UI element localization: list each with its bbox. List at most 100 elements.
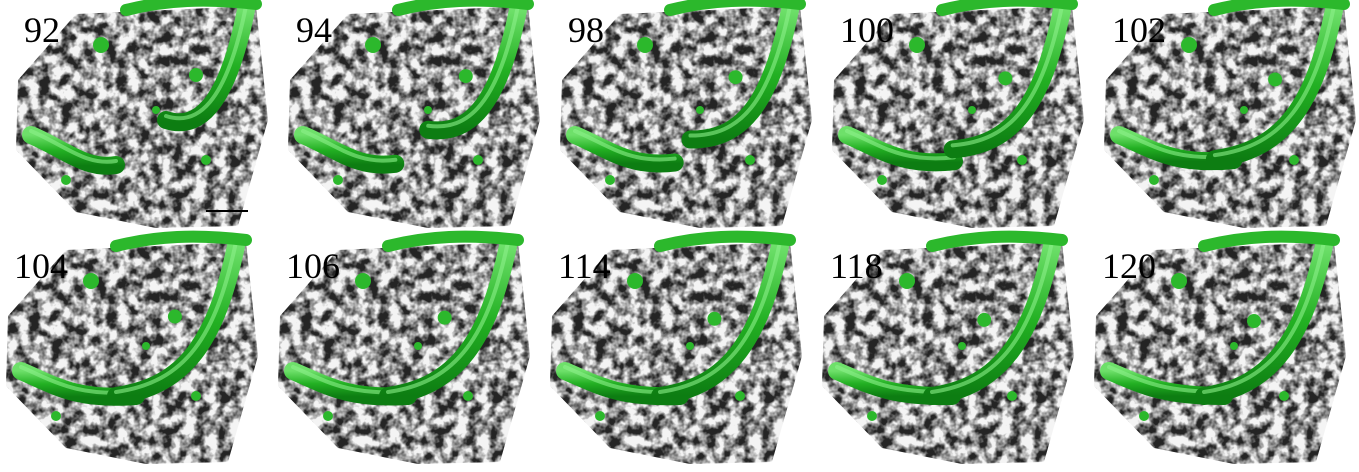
vessel-highlight <box>426 4 520 129</box>
panel: 98 <box>560 0 812 228</box>
panel: 102 <box>1104 0 1356 228</box>
vessel-blob <box>83 273 99 289</box>
vessel-blob <box>1171 273 1187 289</box>
vessel-blob <box>686 342 694 350</box>
tissue-texture <box>6 242 258 464</box>
vessel <box>110 230 252 252</box>
vessel-blob <box>424 106 432 114</box>
vessel <box>1208 0 1350 16</box>
vessel-blob <box>637 37 653 53</box>
vessel-blob <box>735 391 745 401</box>
vessel-blob <box>152 106 160 114</box>
vessel-highlight <box>1202 240 1326 394</box>
vessel-blob <box>696 106 704 114</box>
vessel-highlight <box>114 240 238 394</box>
time-label: 104 <box>14 246 68 286</box>
time-label: 114 <box>558 246 611 286</box>
tissue-texture <box>832 6 1084 228</box>
vessel <box>1198 230 1340 252</box>
tissue-texture <box>822 242 1074 464</box>
time-label: 98 <box>568 10 604 50</box>
vessel-blob <box>93 37 109 53</box>
vessel-blob <box>909 37 925 53</box>
tissue-texture <box>278 242 530 464</box>
vessel <box>294 126 405 174</box>
tissue-texture <box>550 242 802 464</box>
vessel-blob <box>365 37 381 53</box>
vessel-blob <box>473 155 483 165</box>
vessel <box>838 126 963 172</box>
vessel-blob <box>977 312 992 327</box>
tissue-texture <box>288 6 540 228</box>
vessel-blob <box>968 106 976 114</box>
vessel <box>382 230 524 252</box>
vessel-highlight <box>164 4 248 121</box>
vessel <box>926 230 1068 252</box>
vessel <box>936 0 1078 16</box>
vessel-blob <box>899 273 915 289</box>
vessel-blob <box>51 411 61 421</box>
vessel-blob <box>998 71 1013 86</box>
vessel-blob <box>355 273 371 289</box>
vessel-blob <box>1279 391 1289 401</box>
panel: 118 <box>822 230 1074 464</box>
vessel-blob <box>745 155 755 165</box>
vessel-blob <box>1139 411 1149 421</box>
panel: 120 <box>1094 230 1346 464</box>
vessel-highlight <box>688 4 792 138</box>
vessel-blob <box>1247 314 1261 328</box>
vessel <box>566 126 684 173</box>
vessel-blob <box>333 175 343 185</box>
vessel-blob <box>958 342 966 350</box>
time-label: 100 <box>840 10 894 50</box>
vessel-blob <box>1289 155 1299 165</box>
vessel-blob <box>142 342 150 350</box>
vessel-blob <box>605 175 615 185</box>
time-label: 102 <box>1112 10 1166 50</box>
vessel-blob <box>728 70 743 85</box>
vessel <box>22 126 125 175</box>
vessel-highlight <box>1212 4 1336 158</box>
vessel-blob <box>167 309 182 324</box>
tissue-texture <box>560 6 812 228</box>
vessel-blob <box>595 411 605 421</box>
vessel-blob <box>1017 155 1027 165</box>
panel: 94 <box>288 0 540 228</box>
vessel-blob <box>1149 175 1159 185</box>
time-label: 120 <box>1102 246 1156 286</box>
vessel-blob <box>1230 342 1238 350</box>
vessel-highlight <box>845 129 956 161</box>
tissue-texture <box>1104 6 1356 228</box>
vessel-blob <box>1181 37 1197 53</box>
vessel-blob <box>867 411 877 421</box>
time-label: 106 <box>286 246 340 286</box>
time-label: 94 <box>296 10 332 50</box>
vessel-blob <box>458 69 473 84</box>
vessel-highlight <box>573 129 677 162</box>
vessel-blob <box>1007 391 1017 401</box>
panel: 114 <box>550 230 802 464</box>
time-label: 92 <box>24 10 60 50</box>
time-label: 118 <box>830 246 883 286</box>
vessel <box>120 0 262 16</box>
vessel-highlight <box>930 240 1054 394</box>
vessel-highlight <box>950 4 1064 148</box>
panel: 92 <box>16 0 268 228</box>
tissue-texture <box>16 6 268 228</box>
vessel-blob <box>201 155 211 165</box>
vessel <box>654 230 796 252</box>
vessel <box>392 0 534 16</box>
vessel-blob <box>437 310 452 325</box>
vessel-blob <box>1268 72 1283 87</box>
vessel-blob <box>61 175 71 185</box>
vessel-blob <box>414 342 422 350</box>
vessel-blob <box>707 311 722 326</box>
vessel-blob <box>191 391 201 401</box>
vessel-blob <box>463 391 473 401</box>
tissue-texture <box>1094 242 1346 464</box>
vessel-highlight <box>386 240 510 394</box>
panel: 106 <box>278 230 530 464</box>
vessel-highlight <box>29 129 118 164</box>
